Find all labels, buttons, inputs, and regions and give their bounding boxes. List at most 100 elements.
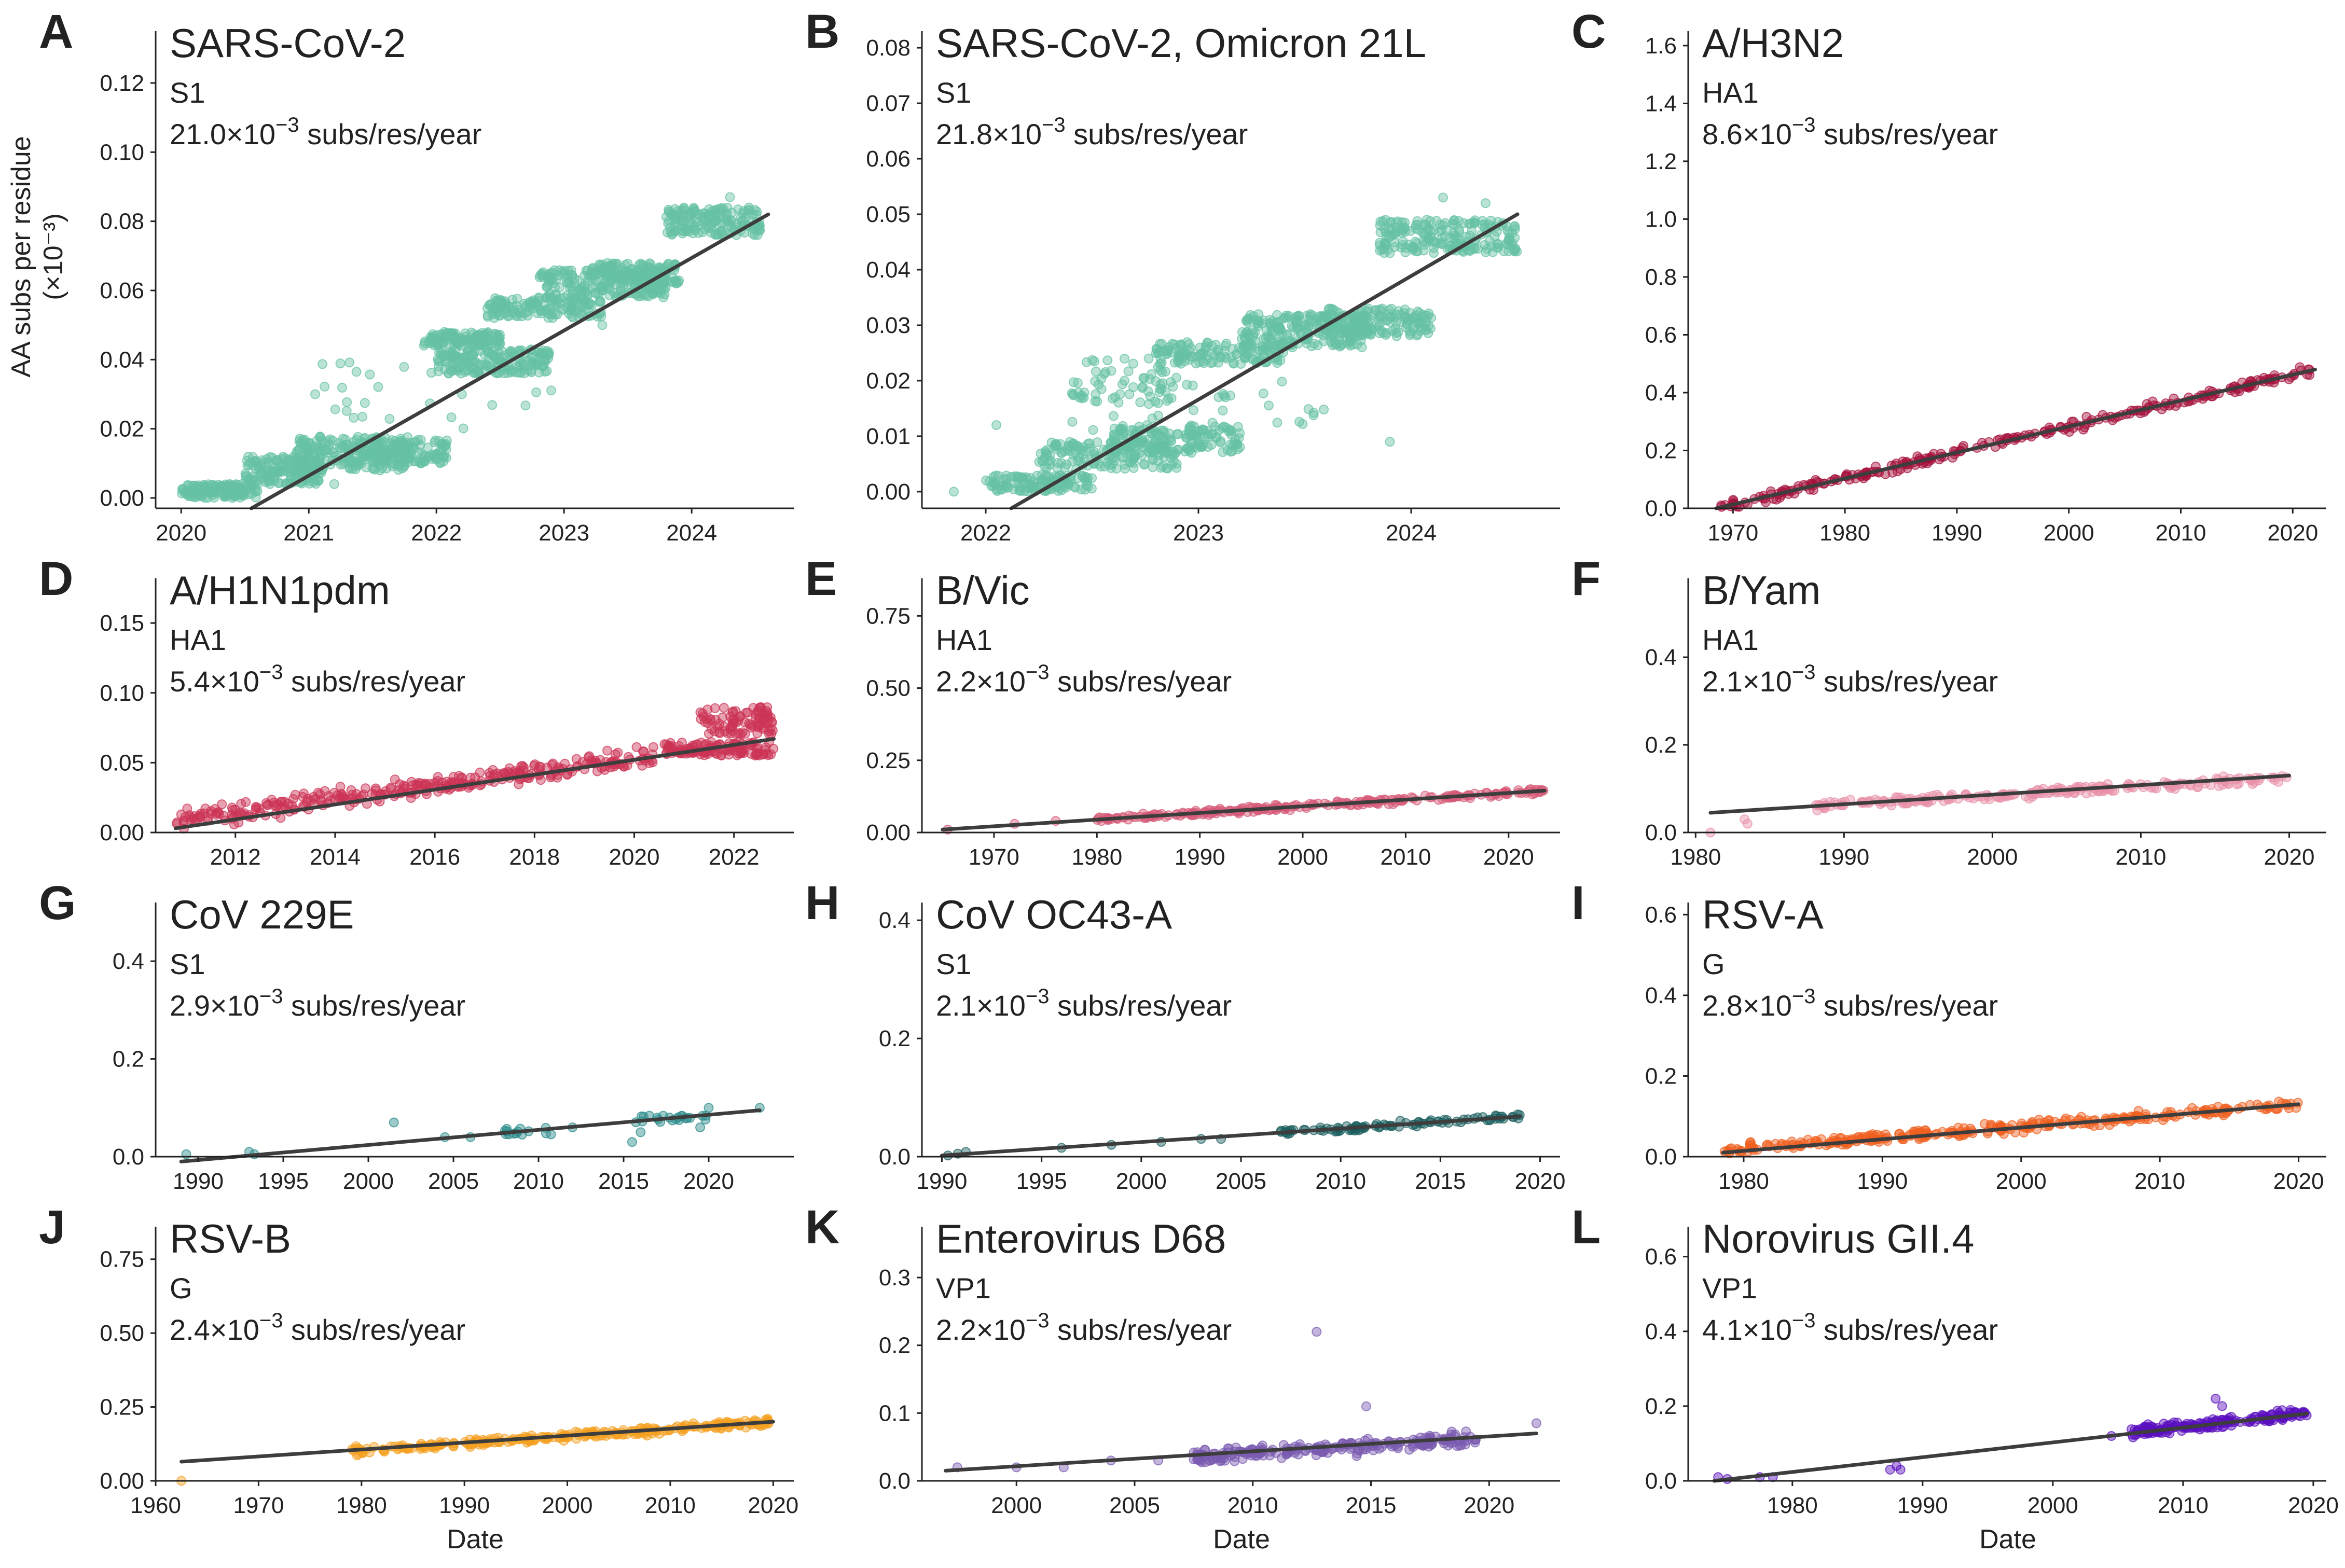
data-point	[1061, 459, 1072, 469]
data-point	[1139, 459, 1149, 469]
y-tick-label: 0.15	[100, 610, 144, 636]
data-points-g	[181, 1103, 765, 1159]
data-point	[219, 491, 230, 502]
data-point	[399, 362, 409, 372]
data-point	[190, 492, 201, 503]
panel-title-g: CoV 229E	[170, 892, 354, 937]
x-tick-label: 2023	[539, 520, 589, 546]
data-point	[1398, 240, 1408, 250]
data-point	[516, 761, 527, 771]
data-point	[1377, 244, 1387, 255]
rate-value: 8.6×10	[1702, 118, 1792, 150]
data-point	[689, 221, 700, 231]
x-tick-label: 2000	[343, 1169, 394, 1194]
panel-letter-b: B	[805, 5, 839, 58]
data-point	[1322, 309, 1333, 320]
data-point	[341, 406, 352, 416]
panel-letter-g: G	[39, 877, 76, 929]
x-tick-label: 1990	[1932, 520, 1982, 546]
x-tick-label: 2010	[513, 1169, 564, 1194]
data-points-j	[176, 1413, 774, 1486]
x-tick-label: 1980	[1670, 844, 1721, 870]
data-point	[328, 447, 339, 457]
data-point	[356, 458, 367, 468]
data-point	[370, 447, 380, 457]
data-point	[448, 772, 459, 782]
data-point	[1039, 453, 1050, 463]
data-point	[1399, 222, 1410, 232]
trend-line-i	[1721, 1102, 2300, 1155]
data-point	[278, 452, 288, 462]
y-tick-label: 0.03	[866, 313, 911, 338]
data-point	[1328, 340, 1338, 351]
data-point	[294, 436, 305, 446]
data-point	[448, 329, 459, 339]
y-tick-label: 0.00	[866, 820, 911, 845]
data-point	[1293, 310, 1304, 321]
data-point	[1386, 303, 1397, 314]
panel-title-a: SARS-CoV-2	[170, 20, 406, 66]
x-tick-label: 2016	[409, 844, 460, 870]
y-axis-label-line1: AA subs per residue	[6, 136, 36, 377]
data-point	[639, 746, 649, 757]
data-point	[664, 206, 674, 217]
data-point	[2024, 794, 2034, 804]
data-point	[1108, 411, 1119, 421]
data-point	[275, 466, 286, 476]
data-point	[600, 765, 610, 775]
data-point	[1377, 216, 1388, 226]
data-point	[318, 359, 328, 369]
y-tick-label: 0.04	[866, 257, 911, 283]
y-tick-label: 0.2	[1645, 1063, 1677, 1089]
data-point	[565, 305, 576, 315]
data-point	[458, 423, 468, 434]
panel-subtitle-f: HA1	[1702, 623, 1759, 656]
data-point	[1239, 332, 1250, 343]
x-tick-label: 2024	[1386, 520, 1437, 546]
x-tick-label: 2022	[960, 520, 1011, 546]
data-point	[619, 761, 629, 772]
data-point	[1144, 399, 1154, 409]
data-point	[398, 448, 409, 458]
data-point	[1206, 440, 1217, 450]
data-point	[1115, 425, 1126, 436]
data-point	[390, 774, 400, 785]
data-point	[334, 438, 344, 448]
x-tick-label: 2000	[1996, 1169, 2047, 1194]
data-point	[351, 367, 362, 377]
x-tick-label: 2010	[2115, 844, 2166, 870]
data-point	[466, 357, 476, 367]
data-point	[949, 487, 959, 497]
data-point	[349, 412, 359, 423]
x-tick-label: 2010	[2134, 1169, 2185, 1194]
data-point	[417, 450, 427, 460]
data-point	[379, 458, 389, 468]
data-point	[627, 1137, 637, 1147]
y-tick-label: 0.06	[100, 278, 144, 303]
x-tick-label: 2000	[1116, 1169, 1167, 1194]
data-point	[1273, 334, 1283, 344]
data-point	[673, 205, 684, 216]
rate-value: 5.4×10	[170, 665, 259, 698]
y-tick-label: 0.4	[1645, 380, 1677, 406]
x-tick-label: 1990	[916, 1169, 967, 1194]
data-point	[1147, 413, 1157, 424]
data-point	[1142, 435, 1153, 445]
x-tick-label: 2000	[2044, 520, 2094, 546]
y-tick-label: 0.00	[100, 820, 144, 845]
x-tick-label: 2020	[2273, 1169, 2324, 1194]
data-point	[1201, 341, 1211, 351]
x-tick-label: 2005	[428, 1169, 479, 1194]
x-tick-label: 2014	[310, 844, 361, 870]
data-point	[519, 299, 529, 309]
panel-title-e: B/Vic	[936, 567, 1030, 613]
data-point	[1481, 198, 1491, 209]
data-point	[214, 484, 225, 494]
data-point	[1390, 229, 1400, 240]
data-point	[344, 357, 355, 368]
y-tick-label: 0.4	[113, 949, 144, 974]
data-point	[1446, 240, 1456, 250]
data-point	[1740, 814, 1750, 825]
